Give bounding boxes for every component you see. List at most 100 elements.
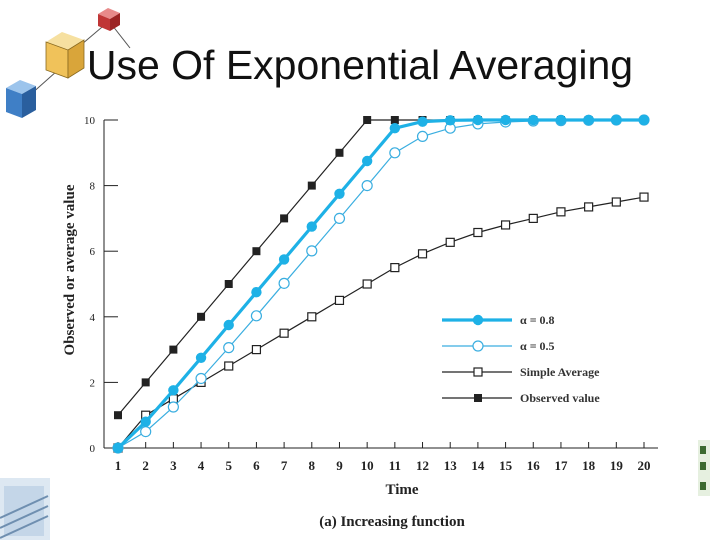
legend-label: α = 0.5 bbox=[520, 339, 555, 353]
data-point-a08 bbox=[528, 114, 539, 126]
chart-legend: α = 0.8 α = 0.5 Simple Average Observed val… bbox=[442, 313, 600, 405]
data-point-a08 bbox=[445, 115, 456, 126]
data-point-observed bbox=[363, 116, 372, 124]
data-point-a08 bbox=[195, 352, 207, 363]
data-point-simple bbox=[251, 345, 262, 355]
data-point-simple bbox=[334, 295, 345, 305]
data-point-observed bbox=[280, 214, 289, 223]
data-point-a08 bbox=[112, 442, 124, 454]
blue-cube-icon bbox=[6, 80, 36, 118]
data-point-a05 bbox=[140, 426, 152, 438]
data-point-a05 bbox=[223, 342, 235, 354]
data-point-simple bbox=[417, 249, 428, 259]
legend-item-a08: α = 0.8 bbox=[442, 313, 555, 327]
data-point-a08 bbox=[306, 221, 317, 232]
data-point-observed bbox=[390, 116, 399, 124]
x-tick-label: 18 bbox=[582, 458, 596, 473]
data-point-a05 bbox=[361, 180, 373, 192]
data-point-observed bbox=[169, 345, 178, 354]
data-point-simple bbox=[307, 312, 317, 322]
legend-label: α = 0.8 bbox=[520, 313, 555, 327]
data-point-a05 bbox=[389, 147, 401, 159]
x-axis-title: Time bbox=[385, 482, 418, 498]
data-point-a05 bbox=[250, 310, 263, 322]
data-point-simple bbox=[279, 328, 289, 338]
x-tick-label: 4 bbox=[198, 458, 205, 473]
data-point-a05 bbox=[306, 245, 318, 257]
legend-item-observed: Observed value bbox=[442, 391, 600, 405]
legend-swatch-marker bbox=[472, 314, 484, 326]
data-point-a08 bbox=[472, 114, 484, 126]
data-point-simple bbox=[556, 207, 566, 217]
x-tick-label: 3 bbox=[170, 458, 177, 473]
data-point-a08 bbox=[223, 319, 234, 331]
data-point-a08 bbox=[611, 114, 622, 126]
connector-line bbox=[111, 24, 131, 49]
decorative-corner-illustration bbox=[0, 478, 50, 540]
data-point-a08 bbox=[389, 123, 401, 134]
series-simple bbox=[113, 192, 649, 453]
data-point-simple bbox=[224, 361, 234, 371]
x-tick-label: 15 bbox=[499, 458, 513, 473]
data-point-a08 bbox=[555, 114, 567, 126]
series-layer bbox=[112, 114, 650, 454]
legend-label: Simple Average bbox=[520, 365, 600, 379]
y-tick-label: 2 bbox=[90, 377, 96, 389]
data-point-observed bbox=[224, 280, 233, 288]
data-point-observed bbox=[252, 247, 261, 256]
chart-caption: (a) Increasing function bbox=[319, 514, 465, 530]
data-point-simple bbox=[390, 263, 400, 273]
legend-swatch-marker bbox=[472, 340, 484, 352]
data-point-observed bbox=[197, 312, 206, 321]
x-tick-label: 2 bbox=[142, 458, 149, 473]
data-point-a05 bbox=[167, 401, 179, 413]
x-tick-label: 12 bbox=[416, 458, 429, 473]
x-tick-label: 13 bbox=[444, 458, 458, 473]
x-tick-label: 20 bbox=[638, 458, 651, 473]
data-point-a05 bbox=[195, 372, 207, 385]
decorative-cubes-illustration bbox=[6, 8, 131, 118]
data-point-a08 bbox=[583, 114, 594, 126]
x-tick-label: 17 bbox=[554, 458, 568, 473]
x-tick-label: 14 bbox=[471, 458, 485, 473]
data-point-a08 bbox=[334, 188, 345, 199]
y-tick-label: 6 bbox=[90, 246, 96, 258]
decorative-edge-illustration bbox=[698, 440, 710, 496]
yellow-cube-icon bbox=[45, 32, 85, 79]
x-tick-label: 9 bbox=[336, 458, 343, 473]
legend-swatch-marker bbox=[473, 367, 483, 377]
data-point-a08 bbox=[417, 116, 428, 127]
slide-title: Use Of Exponential Averaging bbox=[86, 42, 634, 88]
data-point-a08 bbox=[168, 385, 179, 396]
data-point-simple bbox=[473, 227, 483, 238]
x-tick-label: 6 bbox=[253, 458, 260, 473]
y-tick-label: 10 bbox=[84, 115, 96, 127]
data-point-simple bbox=[639, 192, 649, 202]
data-point-simple bbox=[584, 202, 594, 212]
data-point-a05 bbox=[333, 212, 346, 224]
data-point-a08 bbox=[500, 114, 511, 126]
data-point-a08 bbox=[638, 114, 650, 126]
y-tick-label: 0 bbox=[90, 443, 96, 455]
data-point-simple bbox=[611, 197, 621, 207]
legend-swatch-marker bbox=[474, 394, 482, 402]
data-point-a08 bbox=[278, 254, 290, 265]
legend-label: Observed value bbox=[520, 391, 600, 405]
data-point-a08 bbox=[251, 287, 262, 298]
x-tick-label: 7 bbox=[281, 458, 288, 473]
data-point-a08 bbox=[361, 155, 373, 167]
data-point-a08 bbox=[140, 416, 151, 427]
data-point-observed bbox=[114, 411, 122, 420]
data-point-observed bbox=[335, 148, 344, 157]
legend-item-simple: Simple Average bbox=[442, 365, 600, 379]
data-point-simple bbox=[500, 220, 511, 230]
data-point-simple bbox=[362, 279, 372, 289]
x-tick-label: 5 bbox=[225, 458, 232, 473]
data-point-a05 bbox=[416, 130, 429, 142]
x-tick-label: 19 bbox=[610, 458, 624, 473]
data-point-simple bbox=[528, 213, 538, 223]
x-tick-label: 8 bbox=[309, 458, 316, 473]
data-point-simple bbox=[445, 237, 455, 247]
series-a08 bbox=[112, 114, 650, 454]
